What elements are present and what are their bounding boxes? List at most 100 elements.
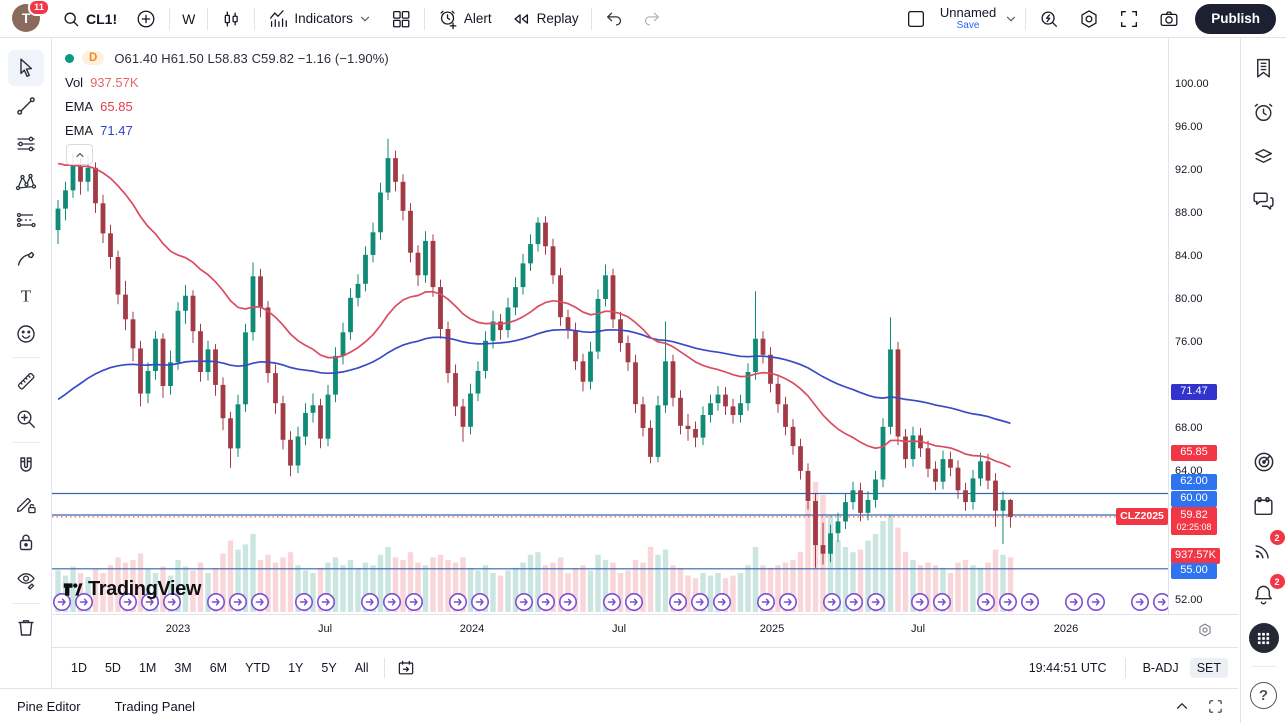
tool-hide-drawings[interactable] — [8, 562, 44, 598]
contract-roll-marker[interactable] — [976, 592, 995, 611]
delayed-data-flag[interactable]: D — [82, 51, 105, 65]
contract-roll-marker[interactable] — [1153, 593, 1168, 611]
redo-button[interactable] — [633, 4, 671, 34]
chevron-down-icon[interactable] — [1000, 12, 1022, 26]
contract-roll-marker[interactable] — [207, 592, 226, 611]
contract-roll-marker[interactable] — [668, 592, 687, 611]
streams-button[interactable]: 2 — [1247, 530, 1285, 567]
contract-roll-marker[interactable] — [558, 592, 577, 611]
tool-trend-line[interactable] — [8, 88, 44, 124]
ema-fast-legend-row[interactable]: EMA 65.85 — [65, 97, 389, 115]
chat-button[interactable] — [1247, 183, 1281, 217]
range-button-all[interactable]: All — [354, 661, 369, 675]
current-layout-button[interactable] — [896, 4, 936, 34]
user-menu-button[interactable]: T 11 — [12, 0, 50, 34]
help-button[interactable]: ? — [1247, 678, 1281, 712]
screener-button[interactable] — [1247, 445, 1281, 479]
contract-roll-marker[interactable] — [404, 592, 423, 611]
legend-collapse-button[interactable] — [66, 144, 93, 165]
panel-maximize-icon[interactable] — [1207, 698, 1224, 715]
contract-roll-marker[interactable] — [119, 592, 138, 611]
tool-xabcd-pattern[interactable] — [8, 164, 44, 200]
interval-button[interactable]: W — [182, 10, 196, 27]
range-button-5d[interactable]: 5D — [104, 661, 121, 675]
tool-brush[interactable] — [8, 240, 44, 276]
tool-magnet[interactable] — [8, 448, 44, 484]
tool-cursor[interactable] — [7, 50, 44, 86]
contract-roll-marker[interactable] — [141, 592, 160, 611]
contract-roll-marker[interactable] — [251, 592, 270, 611]
ema-slow-legend-row[interactable]: EMA 71.47 — [65, 121, 389, 139]
contract-roll-marker[interactable] — [295, 592, 314, 611]
chart-pane[interactable]: D O61.40 H61.50 L58.83 C59.82 −1.16 (−1.… — [52, 38, 1238, 688]
tool-measure[interactable] — [8, 363, 44, 399]
contract-roll-marker[interactable] — [624, 592, 643, 611]
calendar-button[interactable] — [1247, 489, 1281, 523]
save-layout-button[interactable]: Unnamed Save — [936, 5, 1000, 32]
tool-text[interactable]: T — [8, 278, 44, 314]
watchlist-button[interactable] — [1247, 51, 1281, 85]
alert-button[interactable]: Alert — [428, 4, 501, 34]
contract-roll-marker[interactable] — [712, 592, 731, 611]
range-button-ytd[interactable]: YTD — [245, 661, 271, 675]
contract-roll-marker[interactable] — [1131, 592, 1150, 611]
contract-roll-marker[interactable] — [316, 592, 335, 611]
range-button-1m[interactable]: 1M — [138, 661, 157, 675]
go-to-date-icon[interactable] — [391, 658, 421, 678]
price-axis[interactable]: 100.00 96.00 92.00 88.00 84.00 80.00 76.00 68.0… — [1168, 38, 1238, 614]
time-axis-settings-icon[interactable] — [1197, 622, 1213, 638]
multichart-layout-button[interactable] — [381, 4, 421, 34]
contract-roll-marker[interactable] — [360, 592, 379, 611]
contract-roll-marker[interactable] — [778, 592, 797, 611]
contract-roll-marker[interactable] — [910, 592, 929, 611]
symbol-search-button[interactable]: CL1! — [52, 4, 126, 34]
contract-roll-marker[interactable] — [844, 592, 863, 611]
range-button-5y[interactable]: 5Y — [321, 661, 337, 675]
tool-stay-in-drawing-mode[interactable] — [8, 486, 44, 522]
fullscreen-button[interactable] — [1109, 4, 1149, 34]
contract-roll-marker[interactable] — [690, 592, 709, 611]
contract-roll-marker[interactable] — [229, 592, 248, 611]
candlestick-chart[interactable] — [52, 38, 1168, 614]
pine-editor-tab[interactable]: Pine Editor — [17, 698, 81, 714]
back-adjust-toggle[interactable]: B-ADJ — [1142, 661, 1179, 675]
contract-roll-marker[interactable] — [53, 592, 71, 611]
contract-roll-marker[interactable] — [514, 592, 533, 611]
contract-roll-marker[interactable] — [822, 592, 841, 611]
undo-button[interactable] — [595, 4, 633, 34]
range-button-3m[interactable]: 3M — [174, 661, 192, 675]
contract-roll-marker[interactable] — [866, 592, 885, 611]
contract-roll-marker[interactable] — [163, 592, 182, 611]
tradingview-watermark[interactable]: TradingView — [62, 578, 201, 601]
settlement-toggle[interactable]: SET — [1189, 658, 1228, 678]
chart-style-button[interactable] — [211, 4, 251, 34]
tool-remove-drawings[interactable] — [8, 609, 44, 645]
contract-roll-marker[interactable] — [1064, 592, 1083, 611]
contract-roll-marker[interactable] — [602, 592, 621, 611]
tool-zoom-in[interactable] — [8, 401, 44, 437]
tool-emoji[interactable] — [8, 316, 44, 352]
apps-menu-button[interactable] — [1247, 621, 1281, 655]
symbol-legend-row[interactable]: D O61.40 H61.50 L58.83 C59.82 −1.16 (−1.… — [65, 49, 389, 67]
indicators-button[interactable]: Indicators — [258, 4, 381, 34]
contract-roll-marker[interactable] — [1020, 592, 1039, 611]
contract-roll-marker[interactable] — [382, 592, 401, 611]
contract-roll-marker[interactable] — [756, 592, 775, 611]
tool-horizontal-lines[interactable] — [8, 126, 44, 162]
contract-roll-marker[interactable] — [536, 592, 555, 611]
tool-projection[interactable] — [8, 202, 44, 238]
trading-panel-tab[interactable]: Trading Panel — [114, 698, 196, 714]
tool-lock-all-drawings[interactable] — [8, 524, 44, 560]
quick-search-button[interactable] — [1029, 4, 1069, 34]
contract-roll-marker[interactable] — [998, 592, 1017, 611]
object-tree-button[interactable] — [1247, 139, 1281, 173]
notifications-button[interactable]: 2 — [1247, 574, 1285, 611]
compare-add-symbol-button[interactable] — [126, 4, 166, 34]
range-button-6m[interactable]: 6M — [209, 661, 228, 675]
chart-settings-button[interactable] — [1069, 4, 1109, 34]
range-button-1d[interactable]: 1D — [71, 661, 87, 675]
publish-button[interactable]: Publish — [1195, 3, 1276, 34]
alerts-panel-button[interactable] — [1247, 95, 1281, 129]
save-link[interactable]: Save — [956, 20, 980, 32]
replay-button[interactable]: Replay — [501, 4, 588, 34]
